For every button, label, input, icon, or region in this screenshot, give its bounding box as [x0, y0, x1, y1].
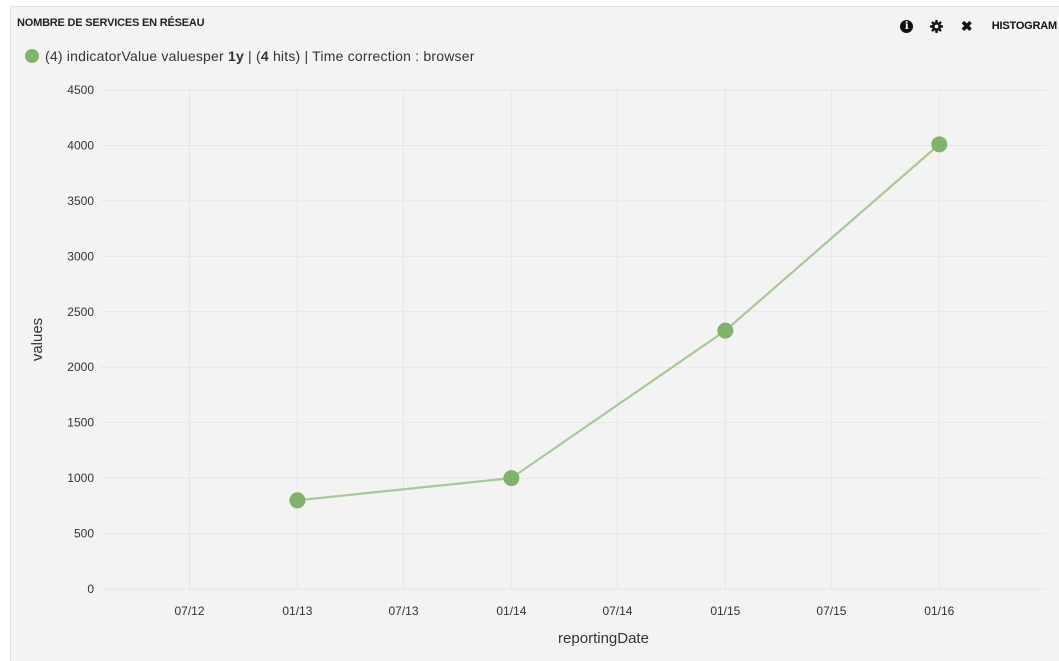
- close-button[interactable]: ✖: [952, 14, 982, 38]
- y-tick-label: 500: [74, 527, 94, 541]
- legend-text-before: indicatorValue valuesper: [62, 48, 228, 64]
- x-axis-ticks: 07/12 01/13 07/13 01/14 07/14 01/15 07/15 01/16: [175, 604, 955, 618]
- x-tick-label: 07/13: [388, 604, 418, 618]
- panel-title: NOMBRE DE SERVICES EN RÉSEAU: [17, 17, 205, 29]
- y-tick-label: 1500: [67, 416, 94, 430]
- legend-interval: 1y: [227, 48, 244, 64]
- chart-grid: [101, 89, 1046, 590]
- info-button[interactable]: i: [892, 14, 922, 38]
- x-tick-label: 01/16: [924, 604, 954, 618]
- x-tick-label: 07/15: [816, 604, 846, 618]
- histogram-button[interactable]: HISTOGRAM: [991, 20, 1057, 32]
- y-tick-label: 0: [87, 582, 94, 596]
- legend-series-dot[interactable]: [25, 49, 39, 63]
- x-tick-label: 07/12: [175, 604, 205, 618]
- y-tick-label: 4000: [67, 138, 94, 152]
- y-tick-label: 2500: [67, 305, 94, 319]
- legend-text-middle: | (: [243, 48, 261, 64]
- x-tick-label: 01/14: [496, 604, 526, 618]
- x-tick-label: 07/14: [602, 604, 632, 618]
- y-axis-label: values: [29, 318, 46, 361]
- x-tick-label: 01/15: [710, 604, 740, 618]
- x-tick-label: 01/13: [282, 604, 312, 618]
- legend-hits: 4: [260, 48, 269, 64]
- panel-toolbar: i ✖ HISTOGRAM: [892, 14, 1059, 38]
- line-chart: 0 500 1000 1500 2000 2500 3000 3500 4000 4500 07/…: [29, 83, 1046, 647]
- y-tick-label: 3500: [67, 194, 94, 208]
- data-point[interactable]: [503, 470, 520, 487]
- legend-text-after: hits) | Time correction : browser: [268, 48, 475, 64]
- y-tick-label: 4500: [67, 83, 94, 97]
- y-axis-ticks: 0 500 1000 1500 2000 2500 3000 3500 4000 4500: [67, 83, 94, 596]
- data-point[interactable]: [717, 322, 734, 339]
- close-icon: ✖: [960, 17, 973, 34]
- y-tick-label: 1000: [67, 471, 94, 485]
- series-group: [289, 136, 948, 509]
- legend-count: (4): [45, 48, 63, 64]
- y-tick-label: 2000: [67, 360, 94, 374]
- data-point[interactable]: [289, 492, 306, 509]
- data-point[interactable]: [931, 136, 948, 153]
- chart-legend: (4) indicatorValue valuesper 1y | ( 4 hi…: [25, 48, 475, 64]
- gear-icon: [930, 19, 944, 33]
- histogram-panel: NOMBRE DE SERVICES EN RÉSEAU i ✖ HISTOGR…: [10, 6, 1059, 661]
- info-circle-icon: i: [900, 19, 914, 33]
- y-tick-label: 3000: [67, 249, 94, 263]
- x-axis-label: reportingDate: [558, 630, 649, 647]
- settings-button[interactable]: [922, 14, 952, 38]
- series-line: [297, 143, 941, 502]
